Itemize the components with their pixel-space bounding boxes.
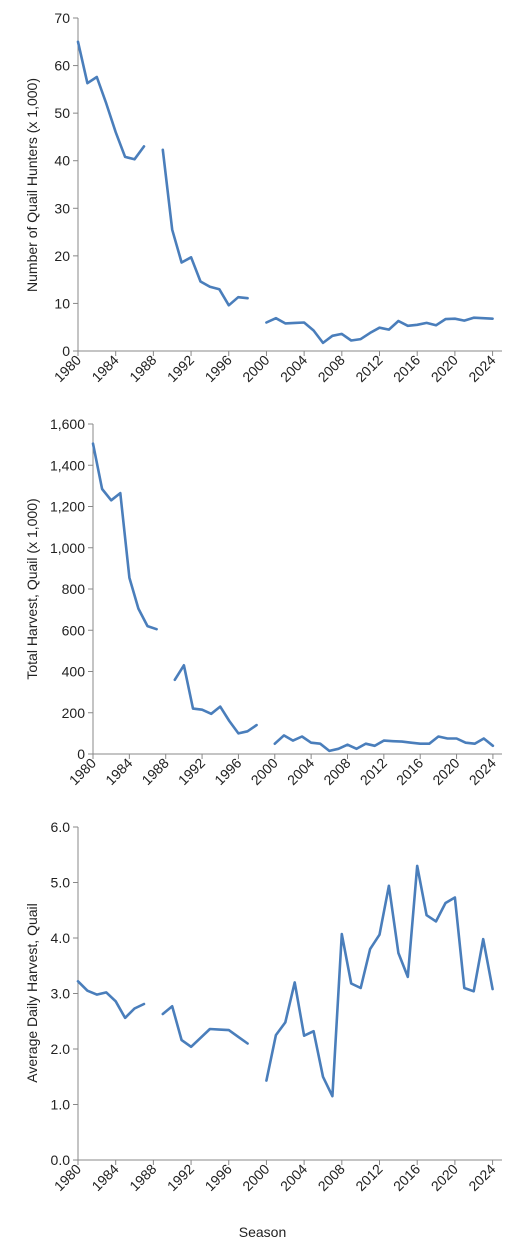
chart2-y-axis-title: Total Harvest, Quail (x 1,000) — [24, 498, 40, 679]
chart3-x-tick-label: 1992 — [164, 1161, 197, 1194]
chart2-x-tick-label: 1984 — [102, 755, 135, 788]
chart1-x-tick-label: 2016 — [390, 352, 423, 385]
chart1-x-tick-label: 1980 — [51, 352, 84, 385]
chart3-x-tick-label: 2008 — [315, 1161, 348, 1194]
chart3-x-tick-label: 1984 — [88, 1161, 121, 1194]
chart1-series-line — [76, 40, 146, 161]
chart3-y-tick-label: 6.0 — [51, 819, 71, 835]
chart1-x-tick-label: 2020 — [428, 352, 461, 385]
chart2-x-tick-label: 2016 — [393, 755, 426, 788]
chart2-x-tick-label: 2008 — [320, 755, 353, 788]
chart1-y-tick-label: 50 — [54, 105, 70, 121]
chart2-series-line — [91, 442, 158, 631]
chart3-x-tick-label: 2016 — [390, 1161, 423, 1194]
chart3-y-tick-label: 3.0 — [51, 986, 71, 1002]
chart2-x-tick-label: 2020 — [429, 755, 462, 788]
chart1-y-tick-label: 70 — [54, 10, 70, 26]
chart2-y-tick-label: 1,600 — [50, 416, 85, 432]
chart3-x-tick-label: 2000 — [239, 1161, 272, 1194]
chart3-y-tick-label: 5.0 — [51, 875, 71, 891]
chart2-y-tick-label: 400 — [62, 664, 86, 680]
chart2-y-tick-label: 0 — [77, 746, 85, 762]
chart1-y-tick-label: 20 — [54, 248, 70, 264]
chart2-series-line — [273, 734, 495, 753]
chart3-x-tick-label: 2012 — [352, 1161, 385, 1194]
x-axis-title: Season — [238, 1224, 287, 1240]
chart1-y-axis-title: Number of Quail Hunters (x 1,000) — [24, 78, 40, 292]
chart2-x-tick-label: 2012 — [357, 755, 390, 788]
chart2-x-tick-label: 1980 — [66, 755, 99, 788]
chart2-series-line — [173, 663, 258, 735]
chart1-x-tick-label: 1984 — [88, 352, 121, 385]
chart1-x-tick-label: 1988 — [126, 352, 159, 385]
chart2-x-tick-label: 1996 — [211, 755, 244, 788]
chart1-series-line — [161, 148, 249, 307]
chart2-y-tick-label: 1,000 — [50, 540, 85, 556]
chart1-x-tick-label: 2024 — [465, 352, 498, 385]
chart1-y-tick-label: 10 — [54, 295, 70, 311]
chart1-x-tick-label: 1992 — [164, 352, 197, 385]
chart3-x-tick-label: 2004 — [277, 1161, 310, 1194]
chart3-series-line — [76, 979, 146, 1020]
chart2-x-tick-label: 1988 — [138, 755, 171, 788]
chart2-x-tick-label: 2024 — [466, 755, 499, 788]
chart1-x-tick-label: 1996 — [202, 352, 235, 385]
chart1-x-tick-label: 2000 — [239, 352, 272, 385]
chart2-x-tick-label: 2000 — [248, 755, 281, 788]
chart3-y-tick-label: 2.0 — [51, 1041, 71, 1057]
chart3-y-tick-label: 1.0 — [51, 1097, 71, 1113]
chart3-x-tick-label: 1996 — [202, 1161, 235, 1194]
chart2-y-tick-label: 800 — [62, 581, 86, 597]
chart1-x-tick-label: 2012 — [352, 352, 385, 385]
chart3-y-tick-label: 0.0 — [51, 1152, 71, 1168]
chart1-x-tick-label: 2008 — [315, 352, 348, 385]
chart2-y-tick-label: 1,200 — [50, 499, 85, 515]
chart1-y-tick-label: 60 — [54, 58, 70, 74]
chart3-y-tick-label: 4.0 — [51, 930, 71, 946]
chart3-series-line — [265, 864, 494, 1098]
chart2-y-tick-label: 1,400 — [50, 457, 85, 473]
chart3-y-axis-title: Average Daily Harvest, Quail — [24, 903, 40, 1082]
chart3-x-tick-label: 2024 — [465, 1161, 498, 1194]
chart1-series-line — [265, 316, 494, 345]
chart1-y-tick-label: 0 — [62, 343, 70, 359]
chart2-y-tick-label: 600 — [62, 622, 86, 638]
chart2-x-tick-label: 1992 — [175, 755, 208, 788]
chart1-y-tick-label: 30 — [54, 200, 70, 216]
chart3-x-tick-label: 2020 — [428, 1161, 461, 1194]
chart2-x-tick-label: 2004 — [284, 755, 317, 788]
chart2-y-tick-label: 200 — [62, 705, 86, 721]
chart1-x-tick-label: 2004 — [277, 352, 310, 385]
chart3-series-line — [161, 1004, 249, 1049]
chart1-y-tick-label: 40 — [54, 153, 70, 169]
chart3-x-tick-label: 1988 — [126, 1161, 159, 1194]
